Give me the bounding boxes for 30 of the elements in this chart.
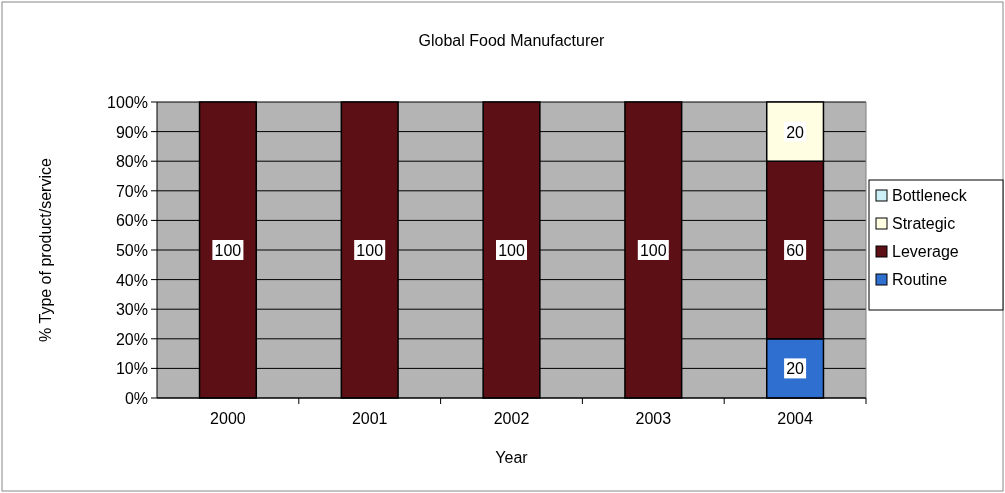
data-label: 20 [786,360,805,378]
legend-label: Leverage [892,243,959,260]
legend-label: Strategic [892,215,956,232]
y-tick-label: 10% [115,360,148,378]
data-label: 60 [786,242,805,259]
y-tick-label: 50% [115,242,148,259]
y-tick-label: 20% [115,330,148,348]
x-tick-label: 2000 [210,410,246,427]
data-label: 20 [786,123,805,141]
x-tick-label: 2003 [635,410,672,427]
legend-label: Routine [892,271,948,288]
data-label: 100 [498,242,525,259]
x-axis-title: Year [495,449,529,466]
legend-label: Bottleneck [892,187,968,204]
chart-title: Global Food Manufacturer [418,32,606,49]
y-tick-label: 90% [115,123,148,141]
y-tick-label: 100% [107,94,148,111]
x-tick-label: 2001 [351,410,388,427]
x-tick-label: 2002 [493,410,530,427]
data-label: 100 [639,242,667,259]
y-tick-label: 60% [115,212,148,230]
data-label: 100 [214,242,242,259]
data-label: 100 [356,242,384,259]
y-tick-label: 0% [124,390,148,407]
y-tick-label: 40% [115,271,148,289]
y-tick-label: 80% [115,153,148,171]
y-axis-title: % Type of product/service [37,158,54,342]
y-tick-label: 70% [115,182,148,200]
x-tick-label: 2004 [777,410,813,427]
y-tick-label: 30% [115,301,148,319]
